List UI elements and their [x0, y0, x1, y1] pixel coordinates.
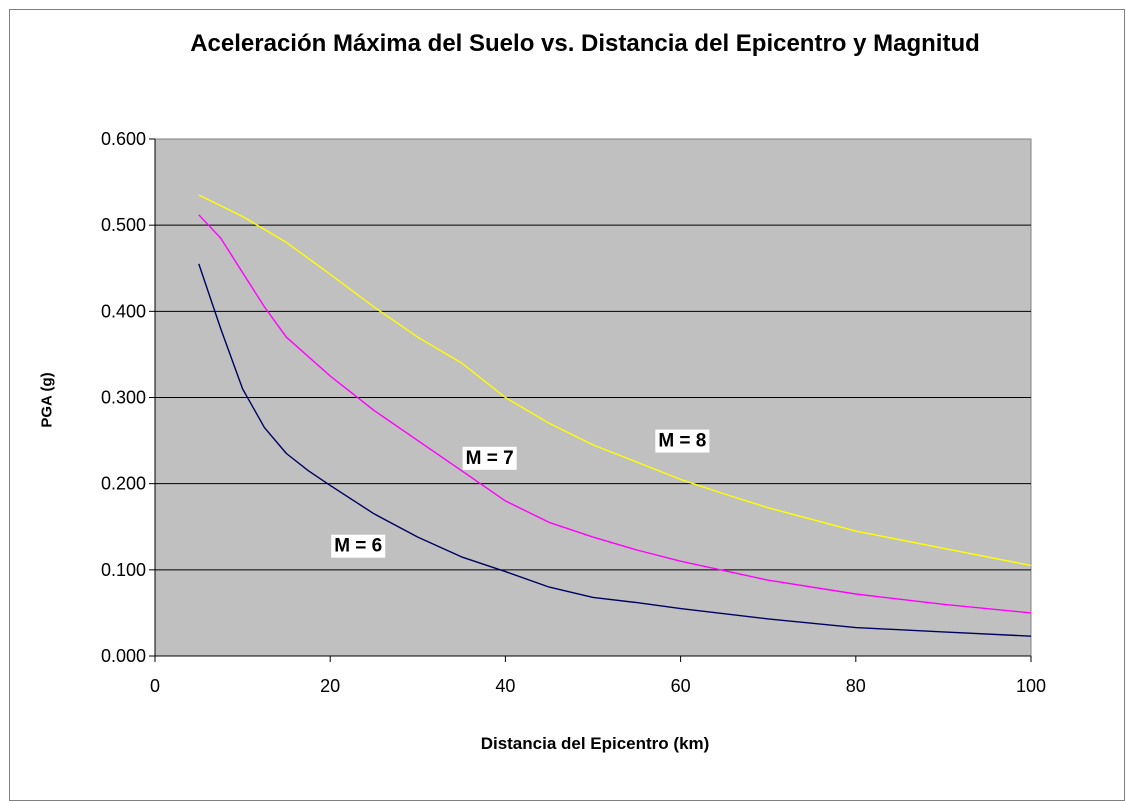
x-tick-label-2: 40	[495, 676, 515, 696]
annotation-label-0: M = 6	[334, 536, 382, 557]
y-tick-label-5: 0.500	[101, 215, 146, 235]
annotation-box-2	[655, 429, 710, 453]
annotation-label-1: M = 7	[466, 448, 514, 469]
x-tick-label-5: 100	[1016, 676, 1046, 696]
annotation-box-1	[462, 446, 517, 470]
y-tick-label-1: 0.100	[101, 560, 146, 580]
annotation-label-2: M = 8	[658, 431, 706, 452]
series-line-m8	[198, 194, 1032, 567]
y-tick-label-2: 0.200	[101, 474, 146, 494]
y-tick-label-3: 0.300	[101, 388, 146, 408]
x-tick-label-3: 60	[671, 676, 691, 696]
annotation-box-0	[331, 534, 386, 558]
chart-title: Aceleración Máxima del Suelo vs. Distanc…	[190, 30, 980, 57]
x-tick-label-0: 0	[150, 676, 160, 696]
y-tick-label-6: 0.600	[101, 129, 146, 149]
series-line-m7	[198, 214, 1032, 614]
x-tick-label-1: 20	[320, 676, 340, 696]
chart-svg: 0.000 0.100 0.200 0.300 0.400 0.500 0.600 0 20 40…	[101, 129, 1046, 696]
y-tick-label-0: 0.000	[101, 646, 146, 666]
y-tick-label-4: 0.400	[101, 301, 146, 321]
series-line-m6	[198, 263, 1032, 637]
x-tick-label-4: 80	[846, 676, 866, 696]
x-axis-label: Distancia del Epicentro (km)	[480, 734, 710, 753]
